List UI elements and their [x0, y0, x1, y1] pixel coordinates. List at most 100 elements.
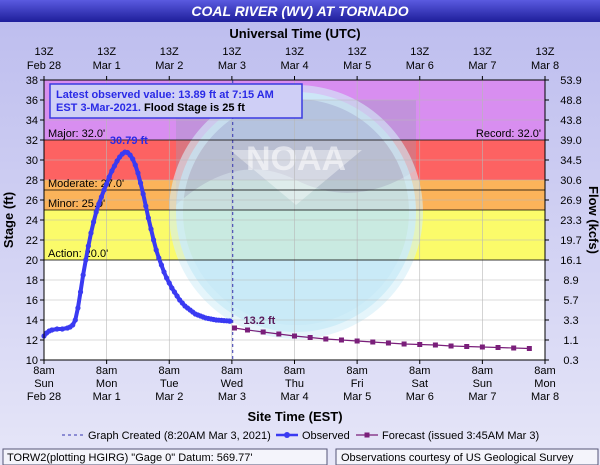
observed-point — [106, 174, 112, 180]
observed-point — [137, 180, 144, 186]
forecast-point — [323, 336, 329, 342]
observed-point — [135, 170, 141, 176]
x-tick-day: Sun — [473, 378, 493, 390]
svg-text:NOAA: NOAA — [246, 140, 346, 178]
series-layer — [41, 149, 532, 351]
observed-point — [161, 269, 167, 275]
observed-point — [158, 262, 165, 268]
y-tick-label: 32 — [26, 135, 38, 147]
forecast-point — [370, 339, 376, 345]
forecast-point — [464, 344, 470, 349]
threshold-label-moderate-27-0: Moderate: 27.0' — [48, 178, 124, 190]
observed-point — [114, 158, 120, 164]
observed-point — [156, 255, 162, 261]
forecast-point — [245, 327, 251, 333]
threshold-label-action-20-0: Action: 20.0' — [48, 248, 108, 260]
observed-point — [80, 272, 86, 278]
forecast-point — [385, 340, 391, 346]
x-tick-date: Mar 4 — [280, 391, 308, 403]
x-tick-day: Wed — [221, 378, 243, 390]
top-tick-time: 13Z — [285, 46, 304, 58]
observed-point — [153, 247, 159, 253]
observed-point — [171, 289, 178, 295]
y-axis-right: 0.3 1.1 3.3 5.7 8.9 16.1 19.7 23.3 26.9 30.6 34.5 3… — [545, 75, 582, 367]
footer-left-box — [2, 448, 328, 465]
legend-forecast-marker — [364, 432, 370, 438]
observed-point — [96, 201, 102, 207]
observed-point — [111, 163, 118, 169]
info-date: EST 3-Mar-2021. — [56, 102, 141, 114]
x-tick-time: 8am — [96, 365, 117, 377]
observed-point — [49, 327, 55, 333]
observed-point — [169, 285, 175, 291]
y-tick-label: 36 — [26, 95, 38, 107]
y-tick-label: 22 — [26, 235, 38, 247]
x-tick-day: Mon — [534, 378, 555, 390]
x-tick-date: Mar 8 — [531, 391, 559, 403]
observed-point — [150, 237, 157, 243]
forecast-point — [448, 343, 454, 349]
footer-right-box — [335, 448, 599, 465]
top-tick-time: 13Z — [536, 46, 555, 58]
observed-point — [101, 187, 107, 193]
observed-point — [98, 194, 105, 200]
top-tick-time: 13Z — [35, 46, 54, 58]
x-axis-label: Site Time (EST) — [247, 409, 342, 424]
series-forecast-line — [234, 327, 530, 350]
top-tick-date: Mar 4 — [280, 60, 308, 72]
x-tick-time: 8am — [284, 365, 305, 377]
observed-point — [75, 305, 81, 311]
title-bar — [0, 0, 600, 22]
forecast-point — [432, 342, 438, 348]
x-tick-day: Fri — [351, 378, 364, 390]
annotation-peak: 30.79 ft — [110, 135, 148, 147]
x-tick-date: Mar 5 — [343, 391, 371, 403]
legend-graph-created: Graph Created (8:20AM Mar 3, 2021) — [88, 430, 271, 442]
y2-tick-label: 26.9 — [560, 195, 581, 207]
forecast-point — [276, 331, 282, 337]
info-flood-stage: Flood Stage is 25 ft — [141, 102, 245, 114]
forecast-point — [338, 337, 344, 343]
info-line-2: EST 3-Mar-2021. Flood Stage is 25 ft — [56, 102, 245, 114]
footer-courtesy: Observations courtesy of US Geological S… — [341, 452, 574, 464]
y-axis-left: 10 12 14 16 18 20 22 24 26 28 30 32 34 36 38 — [26, 75, 44, 367]
y2-tick-label: 53.9 — [560, 75, 581, 87]
observed-point — [164, 275, 170, 281]
top-tick-time: 13Z — [410, 46, 429, 58]
observed-point — [148, 226, 154, 232]
y2-tick-label: 3.3 — [563, 315, 578, 327]
observed-point — [70, 322, 76, 328]
x-tick-time: 8am — [159, 365, 180, 377]
forecast-point — [511, 345, 517, 351]
x-tick-date: Feb 28 — [27, 391, 61, 403]
top-tick-time: 13Z — [348, 46, 367, 58]
threshold-label-minor-25-0: Minor: 25.0' — [48, 198, 105, 210]
x-tick-date: Mar 7 — [468, 391, 496, 403]
x-tick-time: 8am — [221, 365, 242, 377]
threshold-label-major-32-0: Major: 32.0' — [48, 128, 105, 140]
observed-point — [227, 318, 233, 324]
observed-point — [145, 215, 151, 221]
forecast-point — [401, 341, 407, 347]
legend-forecast: Forecast (issued 3:45AM Mar 3) — [382, 430, 539, 442]
top-tick-time: 13Z — [473, 46, 492, 58]
top-axis-title: Universal Time (UTC) — [229, 26, 360, 41]
y-axis-label: Stage (ft) — [1, 192, 16, 248]
top-tick-date: Feb 28 — [27, 60, 61, 72]
top-tick-date: Mar 7 — [468, 60, 496, 72]
observed-point — [72, 317, 78, 323]
forecast-point — [354, 338, 360, 344]
y2-tick-label: 39.0 — [560, 135, 581, 147]
y2-tick-label: 16.1 — [560, 255, 581, 267]
info-box: Latest observed value: 13.89 ft at 7:15 … — [49, 83, 303, 119]
y2-axis-label: Flow (kcfs) — [586, 186, 600, 254]
y-tick-label: 34 — [26, 115, 38, 127]
observed-point — [127, 152, 133, 158]
y2-tick-label: 8.9 — [563, 275, 578, 287]
observed-point — [109, 168, 115, 174]
y2-tick-label: 43.8 — [560, 115, 581, 127]
y-tick-label: 28 — [26, 175, 38, 187]
x-tick-day: Tue — [160, 378, 179, 390]
